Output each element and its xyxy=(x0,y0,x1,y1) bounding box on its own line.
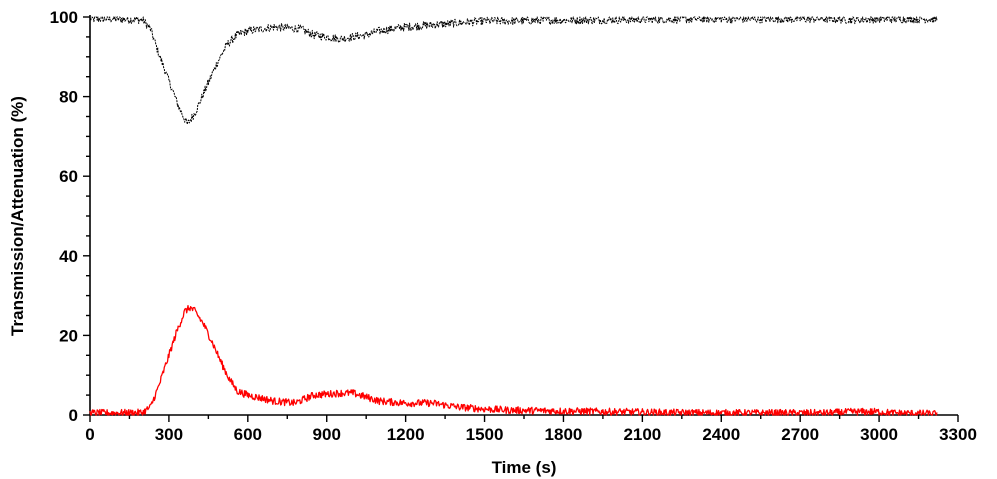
y-tick-label: 40 xyxy=(59,247,78,266)
x-tick-label: 3000 xyxy=(860,425,898,444)
x-axis-title: Time (s) xyxy=(492,458,557,477)
y-tick-label: 60 xyxy=(59,167,78,186)
x-tick-label: 2400 xyxy=(702,425,740,444)
x-tick-label: 0 xyxy=(85,425,94,444)
x-tick-label: 1500 xyxy=(466,425,504,444)
x-tick-label: 2700 xyxy=(781,425,819,444)
chart-series xyxy=(89,16,938,416)
y-tick-label: 0 xyxy=(69,406,78,425)
y-axis-title: Transmission/Attenuation (%) xyxy=(8,96,27,336)
y-tick-label: 20 xyxy=(59,326,78,345)
transmission-series-line xyxy=(89,16,938,125)
x-tick-label: 1800 xyxy=(545,425,583,444)
x-tick-label: 600 xyxy=(234,425,262,444)
x-tick-label: 3300 xyxy=(939,425,977,444)
chart-axes: 0 300 600 900 1200 1500 1800 2100 2400 2700 3000 33… xyxy=(50,8,977,444)
x-tick-label: 900 xyxy=(313,425,341,444)
y-tick-label: 80 xyxy=(59,88,78,107)
x-tick-label: 300 xyxy=(155,425,183,444)
x-tick-label: 2100 xyxy=(623,425,661,444)
attenuation-series-line xyxy=(89,304,938,416)
x-tick-label: 1200 xyxy=(387,425,425,444)
y-tick-label: 100 xyxy=(50,8,78,27)
